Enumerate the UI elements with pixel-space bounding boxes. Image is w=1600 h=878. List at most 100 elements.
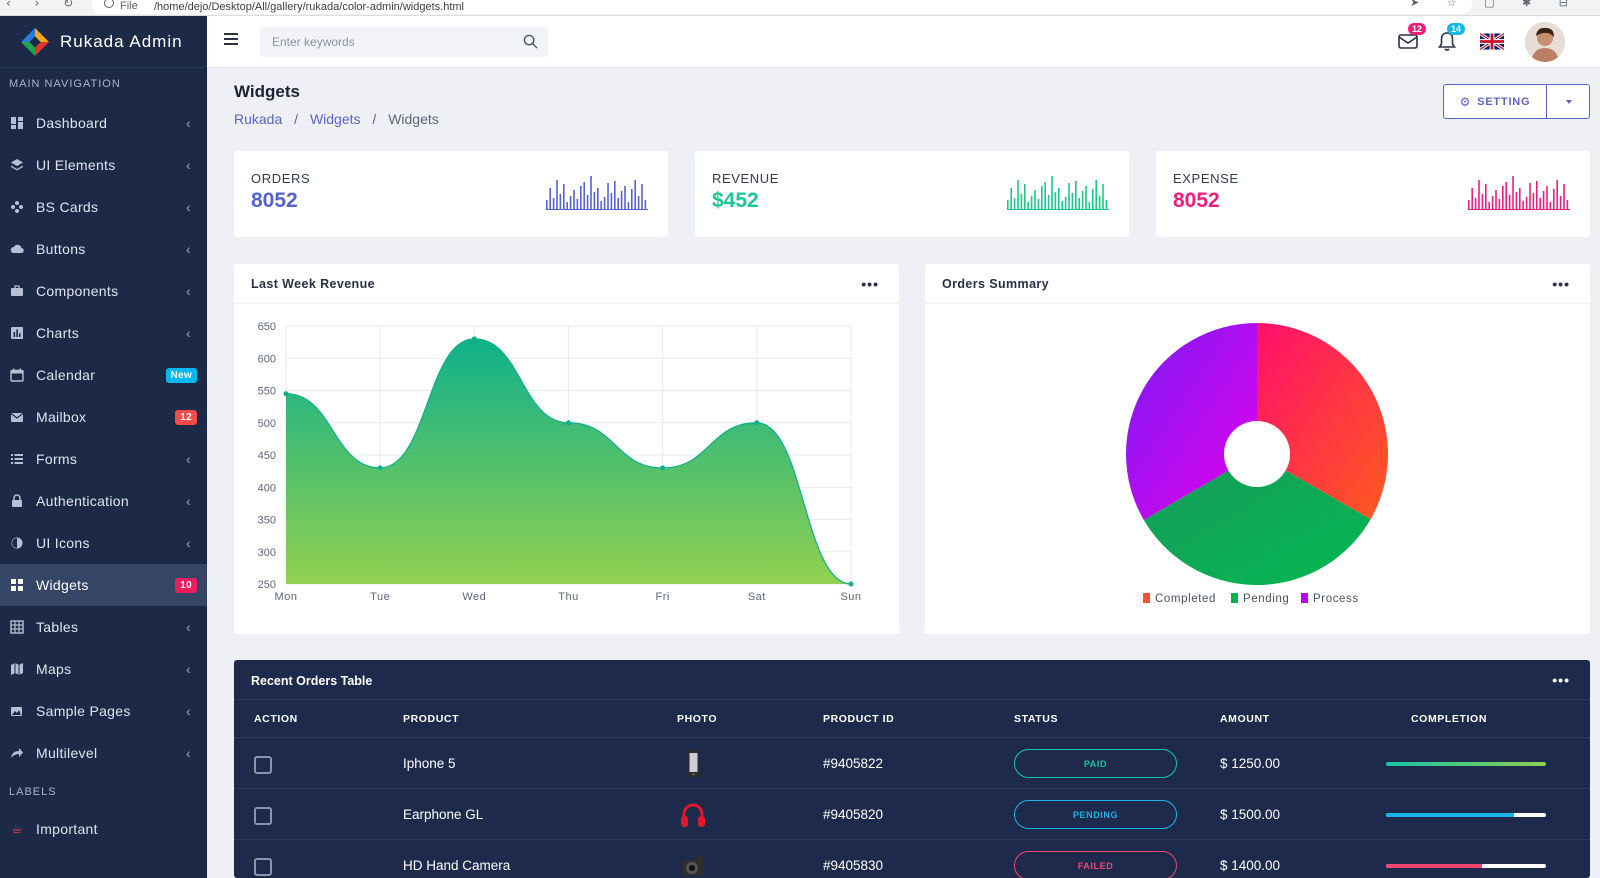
table-body: Iphone 5 #9405822 PAID $ 1250.00 Earphone GL…	[234, 738, 1590, 878]
search-input[interactable]	[260, 27, 500, 57]
status-badge: FAILED	[1014, 851, 1177, 878]
sidebar-item-label: Calendar	[36, 367, 96, 383]
cards-icon	[10, 200, 24, 214]
data-point[interactable]	[566, 420, 571, 426]
setting-dropdown-toggle[interactable]	[1546, 84, 1590, 119]
y-tick-label: 300	[258, 547, 276, 559]
browser-nav-buttons[interactable]: ‹ › ↻	[6, 0, 84, 10]
sidebar-item-ui-icons[interactable]: UI Icons ‹	[0, 522, 207, 564]
data-point[interactable]	[471, 336, 477, 342]
mail-button[interactable]: 12	[1397, 23, 1427, 52]
sidebar-item-multilevel[interactable]: Multilevel ‹	[0, 732, 207, 774]
uk-flag-icon[interactable]	[1480, 33, 1504, 50]
sidebar-item-ui-elements[interactable]: UI Elements ‹	[0, 144, 207, 186]
hamburger-menu-icon[interactable]	[224, 33, 238, 45]
table-icon	[10, 620, 24, 634]
setting-button[interactable]: ⚙ SETTING	[1443, 84, 1547, 119]
more-options-icon[interactable]: •••	[861, 276, 879, 292]
legend-label: Completed	[1155, 593, 1216, 605]
sidebar-item-forms[interactable]: Forms ‹	[0, 438, 207, 480]
sidebar-item-dashboard[interactable]: Dashboard ‹	[0, 102, 207, 144]
orders-pie-chart: Completed Pending Process	[1126, 323, 1388, 605]
more-options-icon[interactable]: •••	[1552, 276, 1570, 292]
breadcrumb: Rukada / Widgets / Widgets	[234, 111, 439, 127]
y-tick-label: 500	[258, 418, 276, 430]
sidebar-item-tables[interactable]: Tables ‹	[0, 606, 207, 648]
data-point[interactable]	[283, 391, 289, 397]
table-row: HD Hand Camera #9405830 FAILED $ 1400.00	[234, 840, 1590, 878]
sidebar-item-buttons[interactable]: Buttons ‹	[0, 228, 207, 270]
label-item-important[interactable]: ☕ Important	[0, 808, 207, 850]
search-box	[260, 27, 548, 57]
sidebar-item-widgets[interactable]: Widgets 10	[0, 564, 207, 606]
brand-name: Rukada Admin	[60, 31, 183, 51]
sidebar-item-bs-cards[interactable]: BS Cards ‹	[0, 186, 207, 228]
breadcrumb-link-section[interactable]: Widgets	[309, 111, 361, 127]
row-checkbox[interactable]	[254, 756, 272, 774]
chevron-left-icon: ‹	[186, 241, 191, 257]
chevron-left-icon: ‹	[186, 157, 191, 173]
breadcrumb-link-home[interactable]: Rukada	[234, 111, 283, 127]
stat-label: EXPENSE	[1173, 171, 1239, 186]
y-tick-label: 650	[258, 321, 276, 333]
sidebar-item-components[interactable]: Components ‹	[0, 270, 207, 312]
breadcrumb-separator: /	[294, 111, 299, 127]
data-point[interactable]	[754, 420, 760, 426]
y-tick-label: 550	[258, 386, 276, 398]
data-point[interactable]	[848, 581, 854, 587]
more-options-icon[interactable]: •••	[1552, 672, 1570, 688]
nav-list: Dashboard ‹ UI Elements ‹ BS Cards ‹ Buttons ‹ C…	[0, 102, 207, 774]
sidebar-item-maps[interactable]: Maps ‹	[0, 648, 207, 690]
address-bar[interactable]: File /home/dejo/Desktop/All/gallery/ruka…	[92, 0, 1472, 14]
list-icon	[10, 452, 24, 466]
map-icon	[10, 662, 24, 676]
y-tick-label: 350	[258, 515, 276, 527]
images-icon	[10, 704, 24, 718]
pie-slice-process[interactable]	[1126, 323, 1257, 520]
amount: $ 1500.00	[1220, 807, 1281, 822]
url-text: /home/dejo/Desktop/All/gallery/rukada/co…	[154, 1, 464, 13]
pie-slice-pending[interactable]	[1143, 454, 1371, 585]
pie-hole	[1224, 421, 1290, 487]
product-id: #9405830	[823, 858, 884, 873]
sidebar-item-calendar[interactable]: Calendar New	[0, 354, 207, 396]
table-title: Recent Orders Table	[251, 674, 373, 688]
stat-value: 8052	[251, 189, 298, 212]
panel-header: Orders Summary •••	[925, 264, 1590, 304]
lock-icon	[10, 494, 24, 508]
row-checkbox[interactable]	[254, 858, 272, 876]
sidebar-item-label: Buttons	[36, 241, 86, 257]
x-tick-label: Tue	[370, 591, 390, 603]
panel-title: Last Week Revenue	[251, 277, 375, 291]
panel-title: Orders Summary	[942, 277, 1050, 291]
sidebar: Rukada Admin MAIN NAVIGATION Dashboard ‹ U…	[0, 16, 207, 878]
notifications-button[interactable]: 14	[1436, 23, 1466, 52]
sidebar-item-charts[interactable]: Charts ‹	[0, 312, 207, 354]
row-checkbox[interactable]	[254, 807, 272, 825]
stat-card-revenue: REVENUE $452	[695, 151, 1129, 237]
table-row: Earphone GL #9405820 PENDING $ 1500.00	[234, 789, 1590, 840]
chevron-left-icon: ‹	[186, 661, 191, 677]
completion-fill	[1386, 762, 1546, 766]
stat-label: ORDERS	[251, 171, 311, 186]
chevron-left-icon: ‹	[186, 619, 191, 635]
avatar[interactable]	[1525, 22, 1565, 62]
sidebar-item-label: Dashboard	[36, 115, 108, 131]
browser-extension-icons[interactable]: ➤ ☆ ▢ ✱ ⊟	[1410, 0, 1580, 9]
sidebar-item-mailbox[interactable]: Mailbox 12	[0, 396, 207, 438]
column-header: ACTION	[254, 713, 298, 725]
brand[interactable]: Rukada Admin	[0, 16, 207, 68]
panel-header: Last Week Revenue •••	[234, 264, 899, 304]
data-point[interactable]	[660, 465, 666, 471]
section-main-navigation: MAIN NAVIGATION	[9, 78, 121, 90]
sidebar-item-authentication[interactable]: Authentication ‹	[0, 480, 207, 522]
pie-slice-completed[interactable]	[1257, 323, 1388, 520]
drop-icon	[10, 536, 24, 550]
sidebar-item-sample-pages[interactable]: Sample Pages ‹	[0, 690, 207, 732]
search-icon[interactable]	[523, 34, 538, 49]
headphones-icon	[679, 800, 707, 830]
y-tick-label: 600	[258, 353, 276, 365]
layers-icon	[10, 158, 24, 172]
data-point[interactable]	[377, 465, 383, 471]
gear-icon: ⚙	[1459, 94, 1472, 109]
